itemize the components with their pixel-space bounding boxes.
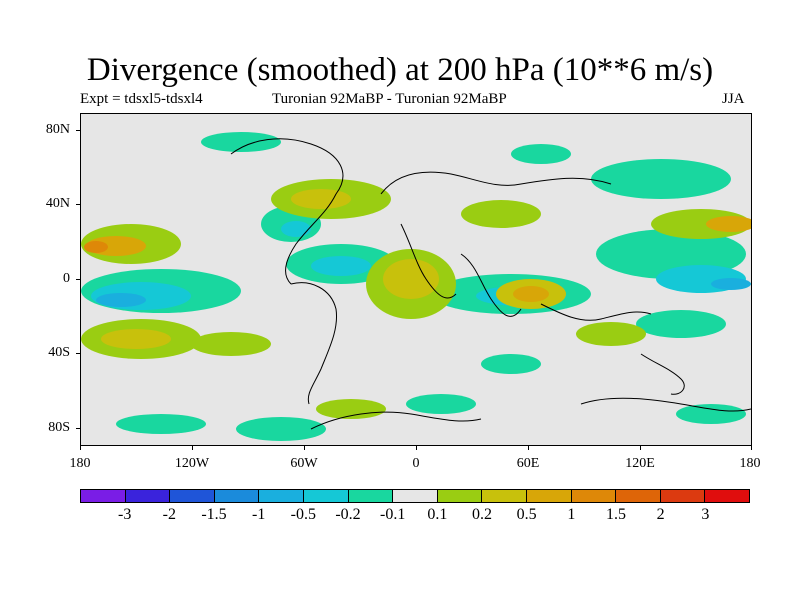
- colorbar-swatch: [259, 490, 304, 502]
- x-tick-label: 0: [412, 456, 420, 471]
- colorbar-label: -0.1: [379, 506, 406, 523]
- colorbar-label: -3: [117, 506, 132, 523]
- chart-title: Divergence (smoothed) at 200 hPa (10**6 …: [86, 52, 714, 88]
- x-tick: [751, 446, 752, 450]
- map-canvas: [81, 114, 751, 445]
- season-label: JJA: [722, 91, 745, 107]
- x-tick-label: 180: [69, 456, 91, 471]
- colorbar-label: 0.2: [472, 506, 492, 523]
- colorbar-label: 3: [701, 506, 710, 523]
- colorbar-label: 2: [656, 506, 665, 523]
- colorbar-swatch: [348, 490, 394, 502]
- colorbar-label: 0.1: [427, 506, 448, 523]
- colorbar-label: -1.5: [201, 506, 227, 523]
- x-tick-label: 120E: [625, 456, 655, 471]
- divergence-map: [80, 113, 752, 446]
- x-tick-label: 180: [739, 456, 761, 471]
- y-tick: [76, 130, 80, 131]
- colorbar-swatch: [616, 490, 661, 502]
- colorbar: [80, 489, 750, 503]
- colorbar-swatch: [81, 490, 126, 502]
- colorbar-swatch: [393, 490, 438, 502]
- colorbar-label: 0.5: [516, 506, 537, 523]
- x-tick-label: 60E: [516, 456, 540, 471]
- colorbar-label: -0.2: [335, 506, 361, 523]
- period-label: Turonian 92MaBP - Turonian 92MaBP: [272, 91, 507, 107]
- positive-divergence-regions: [81, 179, 751, 419]
- colorbar-label: 1.5: [606, 506, 626, 523]
- negative-divergence-regions: [81, 132, 751, 441]
- x-tick: [80, 446, 81, 450]
- y-tick: [76, 204, 80, 205]
- colorbar-label: -0.5: [290, 506, 316, 523]
- experiment-label: Expt = tdsxl5-tdsxl4: [80, 91, 203, 107]
- x-tick: [640, 446, 641, 450]
- colorbar-swatch: [125, 490, 171, 502]
- x-tick: [304, 446, 305, 450]
- x-tick: [416, 446, 417, 450]
- colorbar-swatch: [482, 490, 527, 502]
- y-tick-label: 0: [63, 271, 70, 286]
- colorbar-swatch: [705, 490, 749, 502]
- colorbar-swatch: [214, 490, 260, 502]
- colorbar-label: -2: [162, 506, 176, 523]
- y-tick: [76, 279, 80, 280]
- y-tick-label: 40S: [48, 345, 70, 360]
- x-tick-label: 60W: [290, 456, 318, 471]
- colorbar-label: -1: [251, 506, 266, 523]
- y-tick: [76, 428, 80, 429]
- colorbar-swatch: [571, 490, 617, 502]
- y-tick: [76, 353, 80, 354]
- y-tick-label: 40N: [45, 196, 70, 211]
- colorbar-swatch: [660, 490, 706, 502]
- colorbar-swatch: [526, 490, 572, 502]
- y-tick-label: 80S: [48, 420, 70, 435]
- coastlines: [230, 138, 751, 430]
- x-tick: [528, 446, 529, 450]
- y-tick-label: 80N: [45, 122, 70, 137]
- colorbar-swatch: [170, 490, 215, 502]
- colorbar-label: 1: [567, 506, 576, 523]
- colorbar-swatch: [437, 490, 483, 502]
- x-tick-label: 120W: [174, 456, 210, 471]
- colorbar-swatch: [303, 490, 349, 502]
- x-tick: [192, 446, 193, 450]
